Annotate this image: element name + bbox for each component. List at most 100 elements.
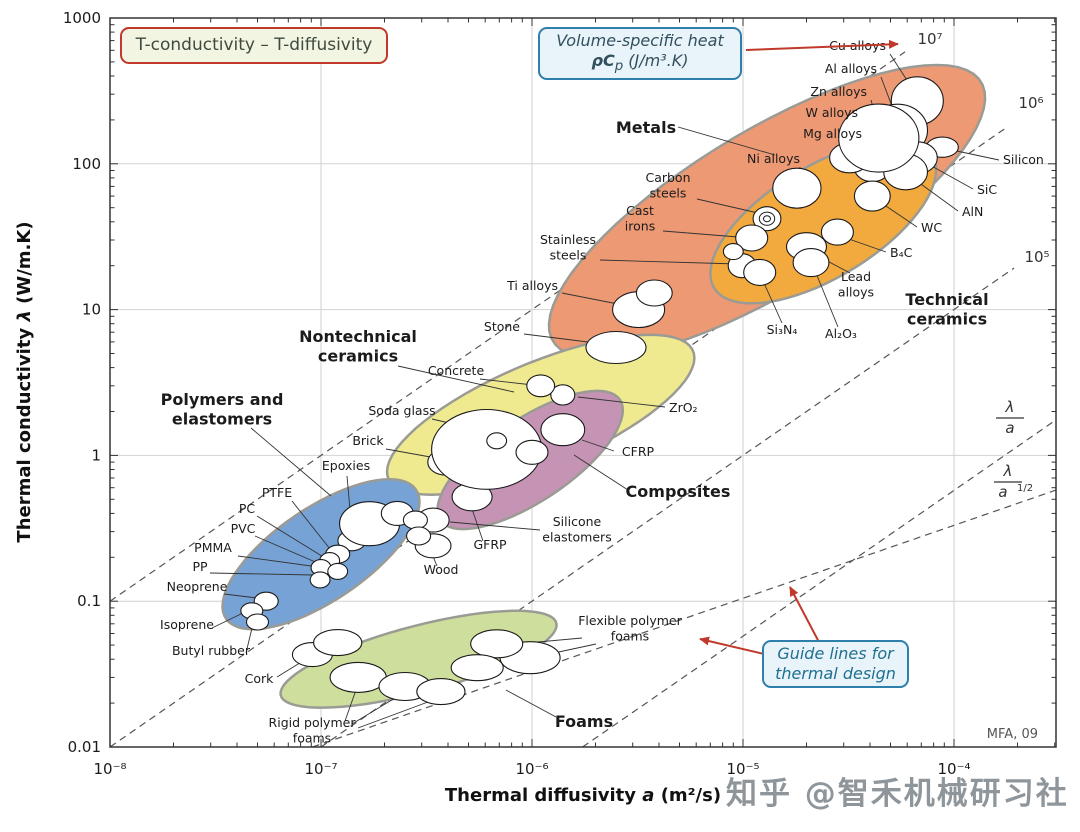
- leader-rigid-polymer-foams: [351, 694, 401, 725]
- label-pp: PP: [192, 559, 208, 574]
- x-tick-label: 10⁻⁸: [93, 760, 126, 778]
- bubble-wc: [853, 180, 891, 212]
- leader-butyl-rubber: [245, 627, 253, 654]
- label-al-o: Al₂O₃: [825, 326, 857, 341]
- label-foams: Foams: [555, 712, 613, 731]
- label-zn-alloys: Zn alloys: [810, 84, 867, 99]
- label-ni-alloys: Ni alloys: [747, 151, 800, 166]
- bubble-stone: [585, 330, 647, 365]
- svg-text:a: a: [998, 483, 1007, 501]
- label-silicone-elastomers: Silicone elastomers: [542, 514, 611, 544]
- bubble-pp: [309, 571, 331, 589]
- label-soda-glass: Soda glass: [368, 403, 435, 418]
- bubble-pmma: [327, 562, 349, 580]
- bubble: [406, 526, 432, 546]
- label-brick: Brick: [352, 433, 384, 448]
- x-axis-title: Thermal diffusivity a (m²/s): [445, 785, 721, 806]
- label-polymers-and-elastomers: Polymers and elastomers: [161, 390, 284, 429]
- volume-specific-heat-box: Volume-specific heat ρCp (J/m³.K): [538, 27, 742, 80]
- bubble-rigid-polymer-foams: [329, 661, 387, 693]
- label-cork: Cork: [245, 671, 275, 686]
- label-w-alloys: W alloys: [806, 105, 859, 120]
- leader-b-c: [845, 237, 887, 253]
- label-butyl-rubber: Butyl rubber: [172, 643, 251, 658]
- label-stone: Stone: [484, 319, 520, 334]
- label-cast-irons: Cast irons: [625, 203, 655, 233]
- x-tick-label: 10⁻⁶: [515, 760, 548, 778]
- label-composites: Composites: [626, 482, 731, 501]
- label-cfrp: CFRP: [622, 444, 655, 459]
- leader-pp: [209, 572, 314, 576]
- red-arrow: [699, 636, 765, 655]
- y-tick-label: 0.1: [77, 592, 101, 610]
- leader-rigid-polymer-foams: [357, 698, 437, 729]
- chart-title-text: T-conductivity – T-diffusivity: [135, 34, 373, 55]
- bubble: [838, 103, 920, 173]
- bubble: [402, 510, 428, 530]
- bubble-carbon-steels-ring: [758, 211, 776, 226]
- x-tick-label: 10⁻⁵: [726, 760, 759, 778]
- leader-carbon-steels: [696, 198, 759, 214]
- y-tick-label: 100: [72, 155, 101, 173]
- guide-lines-box: Guide lines for thermal design: [762, 640, 909, 688]
- label-zro: ZrO₂: [669, 400, 698, 415]
- label-ti-alloys: Ti alloys: [506, 278, 558, 293]
- label-pmma: PMMA: [194, 540, 232, 555]
- bubble-carbon-steels: [752, 206, 782, 232]
- label-sic: SiC: [977, 182, 997, 197]
- bubble-b-c: [820, 218, 854, 246]
- bubble: [450, 654, 504, 682]
- guide-box-line1: Guide lines for: [777, 644, 894, 663]
- leader-zro: [577, 396, 666, 408]
- bubble-si-n: [743, 258, 777, 286]
- label-metals: Metals: [616, 118, 676, 137]
- leader-sic: [927, 163, 974, 190]
- label-stainless-steels: Stainless steels: [540, 232, 596, 262]
- leader-foams: [505, 689, 557, 718]
- bubble: [416, 678, 466, 706]
- bubble-zro: [550, 384, 576, 406]
- label-aln: AlN: [962, 204, 983, 219]
- leader-silicone-elastomers: [449, 521, 541, 531]
- svg-text:a: a: [1005, 419, 1014, 437]
- svg-text:λ: λ: [1003, 462, 1013, 480]
- bubble-carbon-steels-ring: [763, 215, 771, 223]
- bubble: [515, 439, 549, 465]
- y-tick-label: 1: [91, 446, 101, 464]
- leader-rigid-polymer-foams: [344, 689, 357, 722]
- bubble: [635, 279, 673, 307]
- label-si-n: Si₃N₄: [767, 322, 798, 337]
- label-neoprene: Neoprene: [167, 579, 228, 594]
- label-concrete: Concrete: [428, 363, 485, 378]
- leader-silicon: [951, 149, 1000, 161]
- label-epoxies: Epoxies: [322, 458, 370, 473]
- watermark: 知乎 @智禾机械研习社: [726, 776, 1069, 812]
- leader-al-o: [815, 272, 839, 328]
- y-tick-label: 10: [82, 301, 101, 319]
- svg-text:λ: λ: [1005, 398, 1015, 416]
- leader-gfrp: [471, 508, 484, 542]
- plot-frame: [109, 17, 1057, 748]
- x-tick-label: 10⁻⁴: [937, 760, 970, 778]
- leader-brick: [385, 448, 437, 459]
- label-b-c: B₄C: [890, 245, 913, 260]
- leader-si-n: [763, 282, 783, 324]
- label-silicon: Silicon: [1003, 152, 1044, 167]
- volume-box-formula: ρCp (J/m³.K): [591, 51, 689, 75]
- guide-line-10: [320, 267, 1015, 748]
- label-pc: PC: [239, 501, 256, 516]
- label-rigid-polymer-foams: Rigid polymer foams: [269, 715, 357, 745]
- leader-cfrp: [581, 439, 615, 452]
- label-carbon-steels: Carbon steels: [645, 170, 690, 200]
- bubble-concrete: [526, 374, 556, 398]
- leader-concrete: [479, 378, 534, 386]
- guide-label-fraction: λa: [996, 398, 1024, 437]
- leader-metals: [677, 126, 776, 156]
- red-arrow: [789, 586, 821, 645]
- bubble-cfrp: [540, 413, 586, 447]
- bubble: [313, 629, 363, 657]
- label-ptfe: PTFE: [262, 485, 292, 500]
- label-isoprene: Isoprene: [160, 617, 214, 632]
- label-nontechnical-ceramics: Nontechnical ceramics: [299, 327, 417, 366]
